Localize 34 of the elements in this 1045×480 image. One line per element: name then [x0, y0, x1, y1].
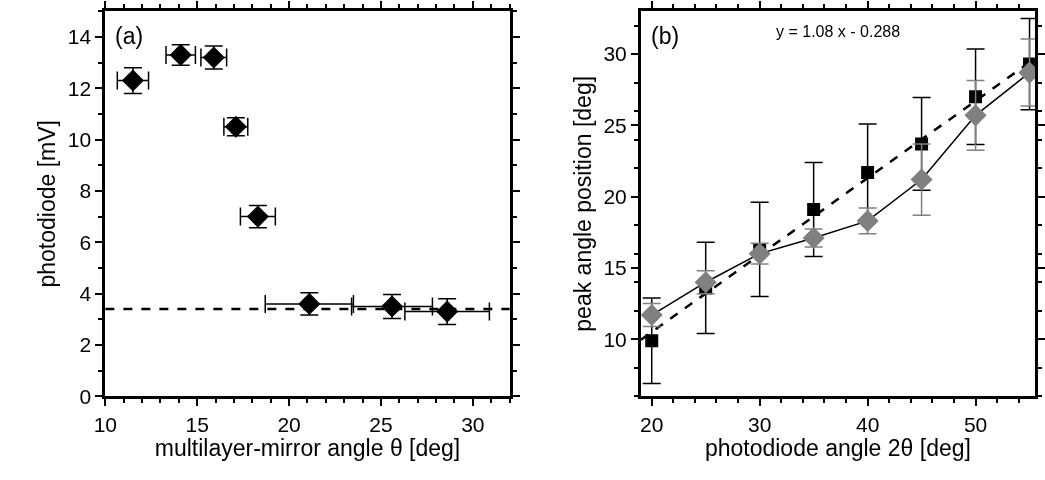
annotation: (b) [651, 23, 680, 49]
point [807, 202, 821, 216]
y-tick-label: 8 [79, 179, 92, 203]
point [964, 104, 987, 127]
x-tick-label: 20 [640, 412, 664, 436]
y-tick-label: 20 [603, 185, 627, 208]
y-tick-label: 30 [603, 42, 627, 66]
y-tick-label: 12 [67, 76, 92, 100]
x-tick-label: 25 [369, 412, 393, 436]
x-tick-label: 50 [963, 412, 988, 436]
y-tick-label: 10 [603, 327, 627, 351]
x-tick-label: 30 [461, 412, 485, 436]
point [910, 168, 933, 191]
y-tick-label: 14 [67, 25, 92, 49]
x-tick-label: 30 [747, 412, 772, 436]
y-tick-label: 0 [79, 384, 92, 408]
annotation: (a) [115, 23, 144, 49]
x-tick-label: 15 [185, 412, 209, 436]
x-tick-label: 20 [277, 412, 301, 436]
y-axis-title: photodiode [mV] [34, 120, 61, 288]
y-tick-label: 2 [79, 333, 92, 357]
x-axis-title: multilayer-mirror angle θ [deg] [154, 435, 461, 462]
x-axis-title: photodiode angle 2θ [deg] [704, 435, 971, 462]
x-tick-label: 40 [855, 412, 880, 436]
point [861, 165, 875, 179]
y-axis-title: peak angle position [deg] [569, 75, 596, 332]
y-tick-label: 6 [79, 230, 92, 254]
point [645, 334, 659, 348]
y-tick-label: 25 [603, 113, 627, 137]
y-tick-label: 15 [603, 256, 627, 280]
annotation: y = 1.08 x - 0.288 [776, 23, 901, 40]
y-tick-label: 10 [67, 127, 92, 151]
point [969, 90, 983, 104]
y-tick-label: 4 [79, 281, 92, 305]
